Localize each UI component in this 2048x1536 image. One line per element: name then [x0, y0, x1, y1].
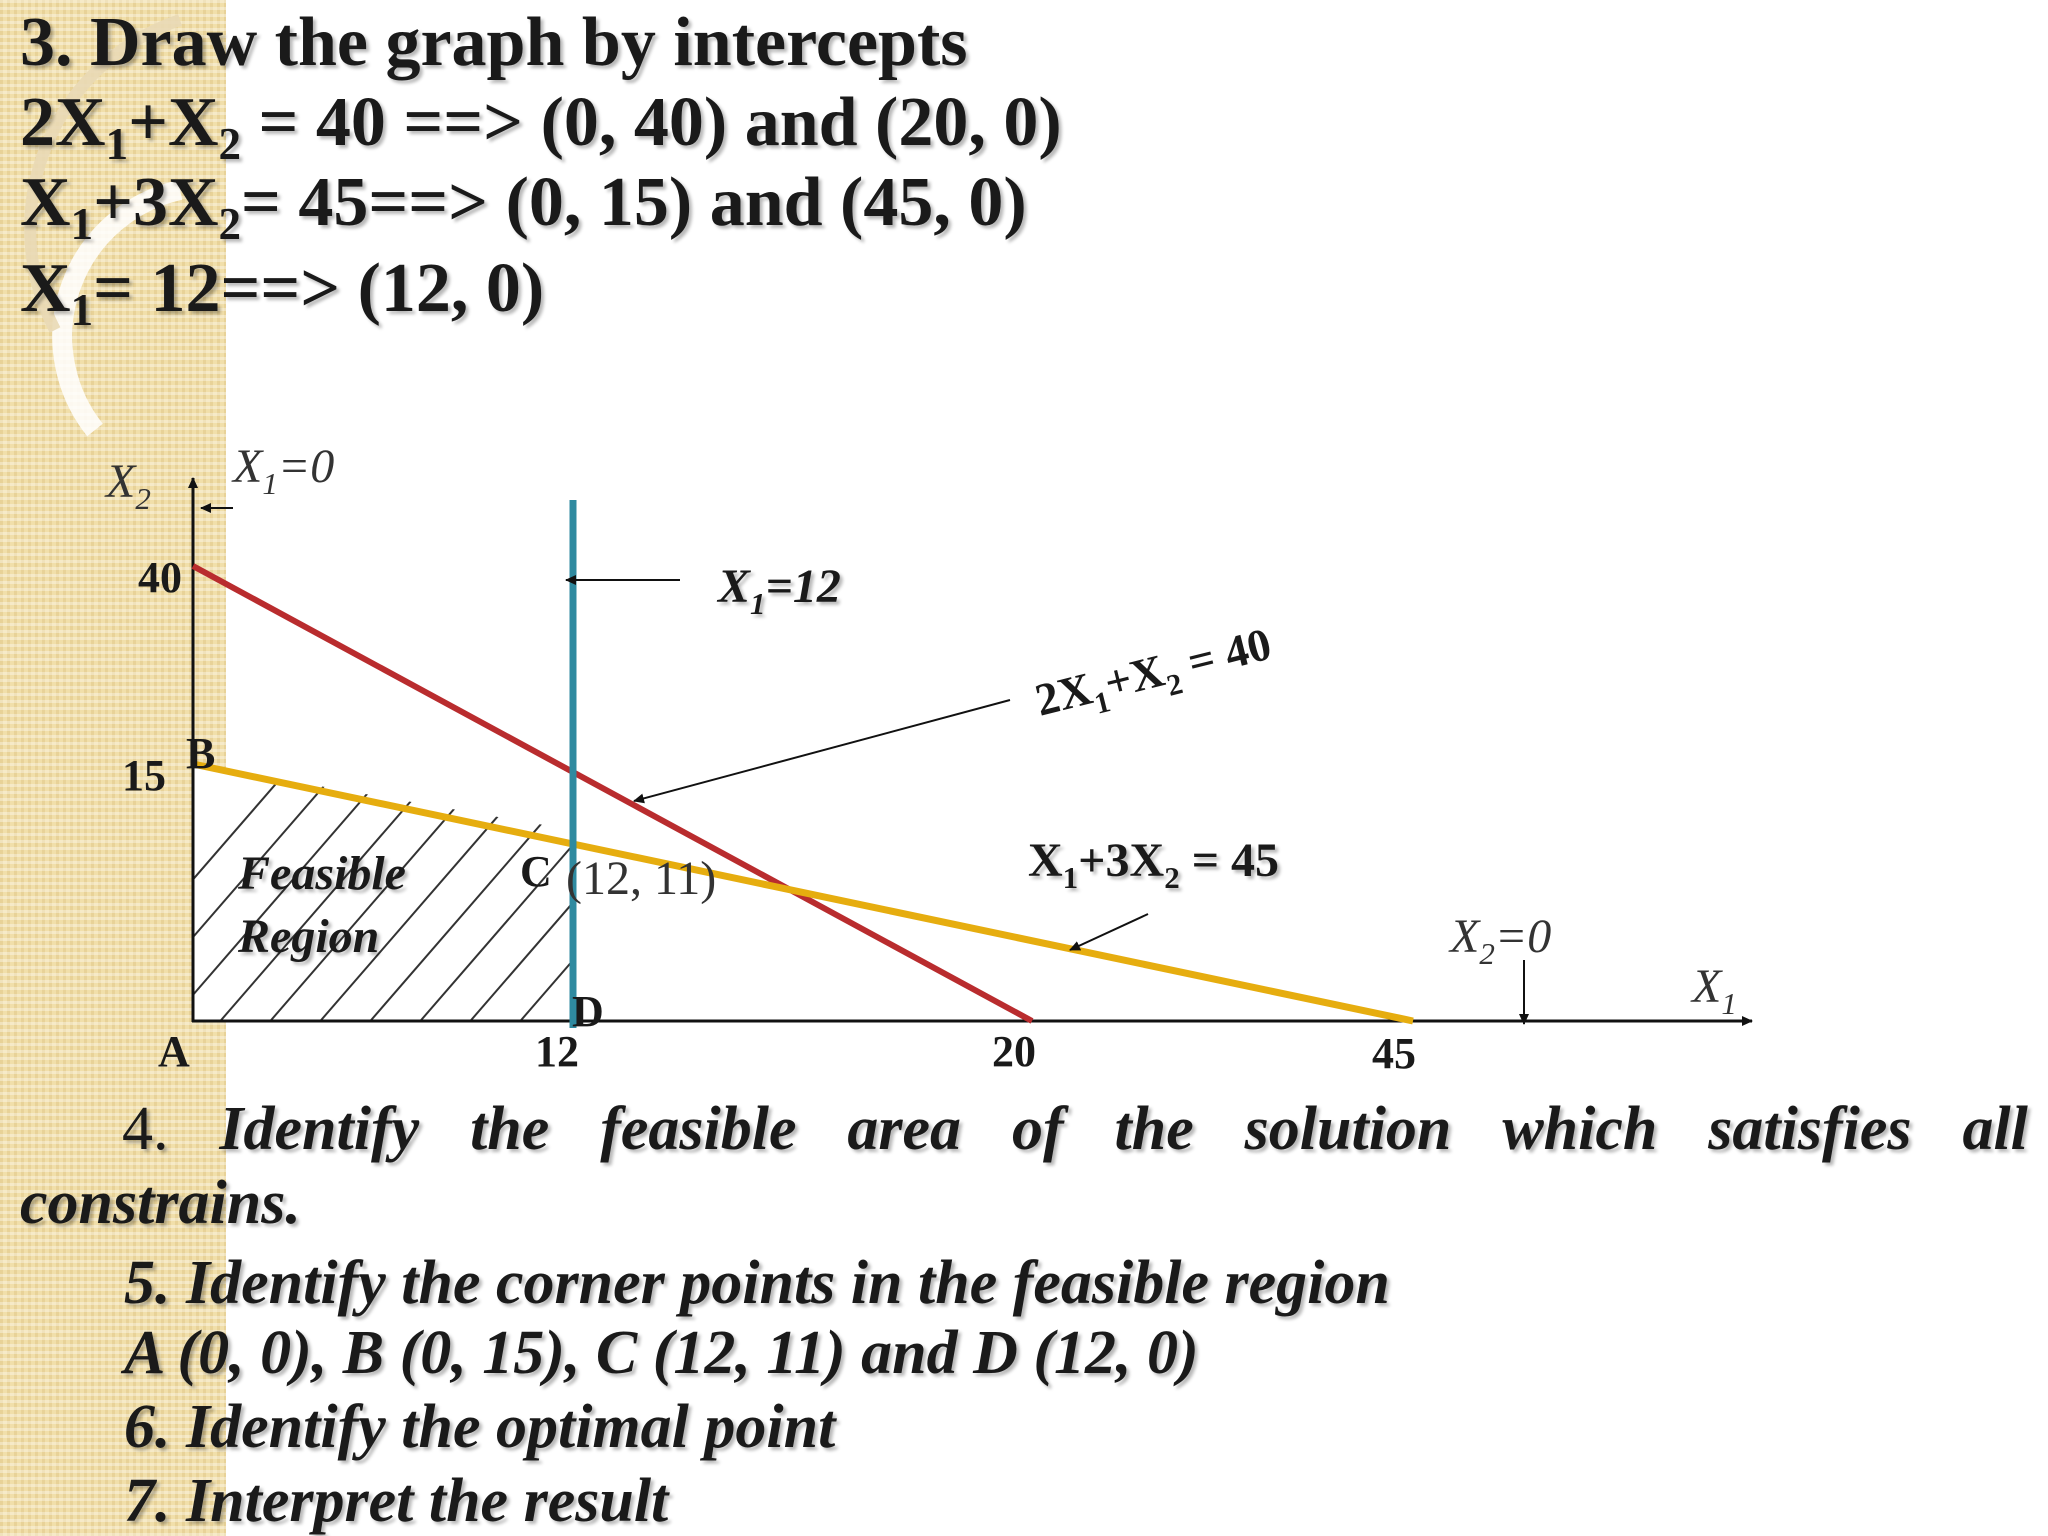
step4-continuation: constrains.	[20, 1169, 301, 1237]
corner-a-label: A	[158, 1027, 190, 1076]
equation-line-1: 2X1+X2 = 40 ==> (0, 40) and (20, 0)	[20, 84, 1062, 169]
axis-x-label: X1	[1690, 960, 1737, 1021]
step4-word: feasible	[600, 1095, 797, 1163]
step4-word: Identify	[219, 1095, 420, 1163]
step4-word: solution	[1244, 1095, 1452, 1163]
point-c-coords: (12, 11)	[566, 852, 716, 905]
step3-title: 3. Draw the graph by intercepts	[20, 4, 968, 81]
line-x1-3x2-label: X1+3X2 = 45	[1028, 834, 1279, 895]
step4-word: the	[470, 1095, 550, 1163]
step4-word: of	[1011, 1095, 1064, 1163]
x2-zero-label: X2=0	[1448, 910, 1551, 971]
step4-word: the	[1114, 1095, 1194, 1163]
step4-line: 4. Identify the feasible area of the sol…	[122, 1098, 2028, 1160]
decorative-arcs	[24, 14, 336, 437]
step4-word: which	[1502, 1095, 1658, 1163]
step4-number: 4.	[122, 1095, 169, 1163]
y-tick-label: 15	[122, 751, 166, 800]
corner-b-label: B	[186, 729, 215, 778]
x1-twelve-label: X1=12	[716, 560, 841, 621]
x1-zero-label: X1=0	[231, 440, 334, 501]
x-tick-label: 12	[535, 1027, 579, 1076]
feasible-label-word-2: Region	[237, 910, 379, 963]
feasible-label-word-1: Feasible	[237, 847, 406, 900]
step6-text: 6. Identify the optimal point	[124, 1393, 836, 1461]
step5-text: 5. Identify the corner points in the fea…	[124, 1249, 1390, 1317]
line-2x1-x2-label: 2X1+X2 = 40	[1030, 618, 1278, 734]
line-x1-3x2-pointer	[1069, 913, 1149, 951]
step4-word: all	[1962, 1095, 2028, 1163]
constraint-line-2x1-x2	[191, 563, 1034, 1024]
step7-text: 7. Interpret the result	[124, 1467, 669, 1535]
line-2x1-x2-pointer	[633, 699, 1011, 804]
x-tick-label: 45	[1372, 1029, 1416, 1078]
equation-line-2: X1+3X2= 45==> (0, 15) and (45, 0)	[20, 164, 1027, 249]
step4-word: satisfies	[1708, 1095, 1912, 1163]
x-tick-label: 20	[992, 1027, 1036, 1076]
corner-c-label: C	[520, 847, 552, 896]
y-tick-label: 40	[138, 553, 182, 602]
equation-line-3: X1= 12==> (12, 0)	[20, 250, 545, 335]
corner-d-label: D	[572, 987, 604, 1036]
step4-word: area	[847, 1095, 962, 1163]
step5-corner-points: A (0, 0), B (0, 15), C (12, 11) and D (1…	[124, 1319, 1199, 1387]
constraint-line-x1-3x2	[192, 760, 1414, 1025]
axis-y-label: X2	[104, 455, 151, 516]
